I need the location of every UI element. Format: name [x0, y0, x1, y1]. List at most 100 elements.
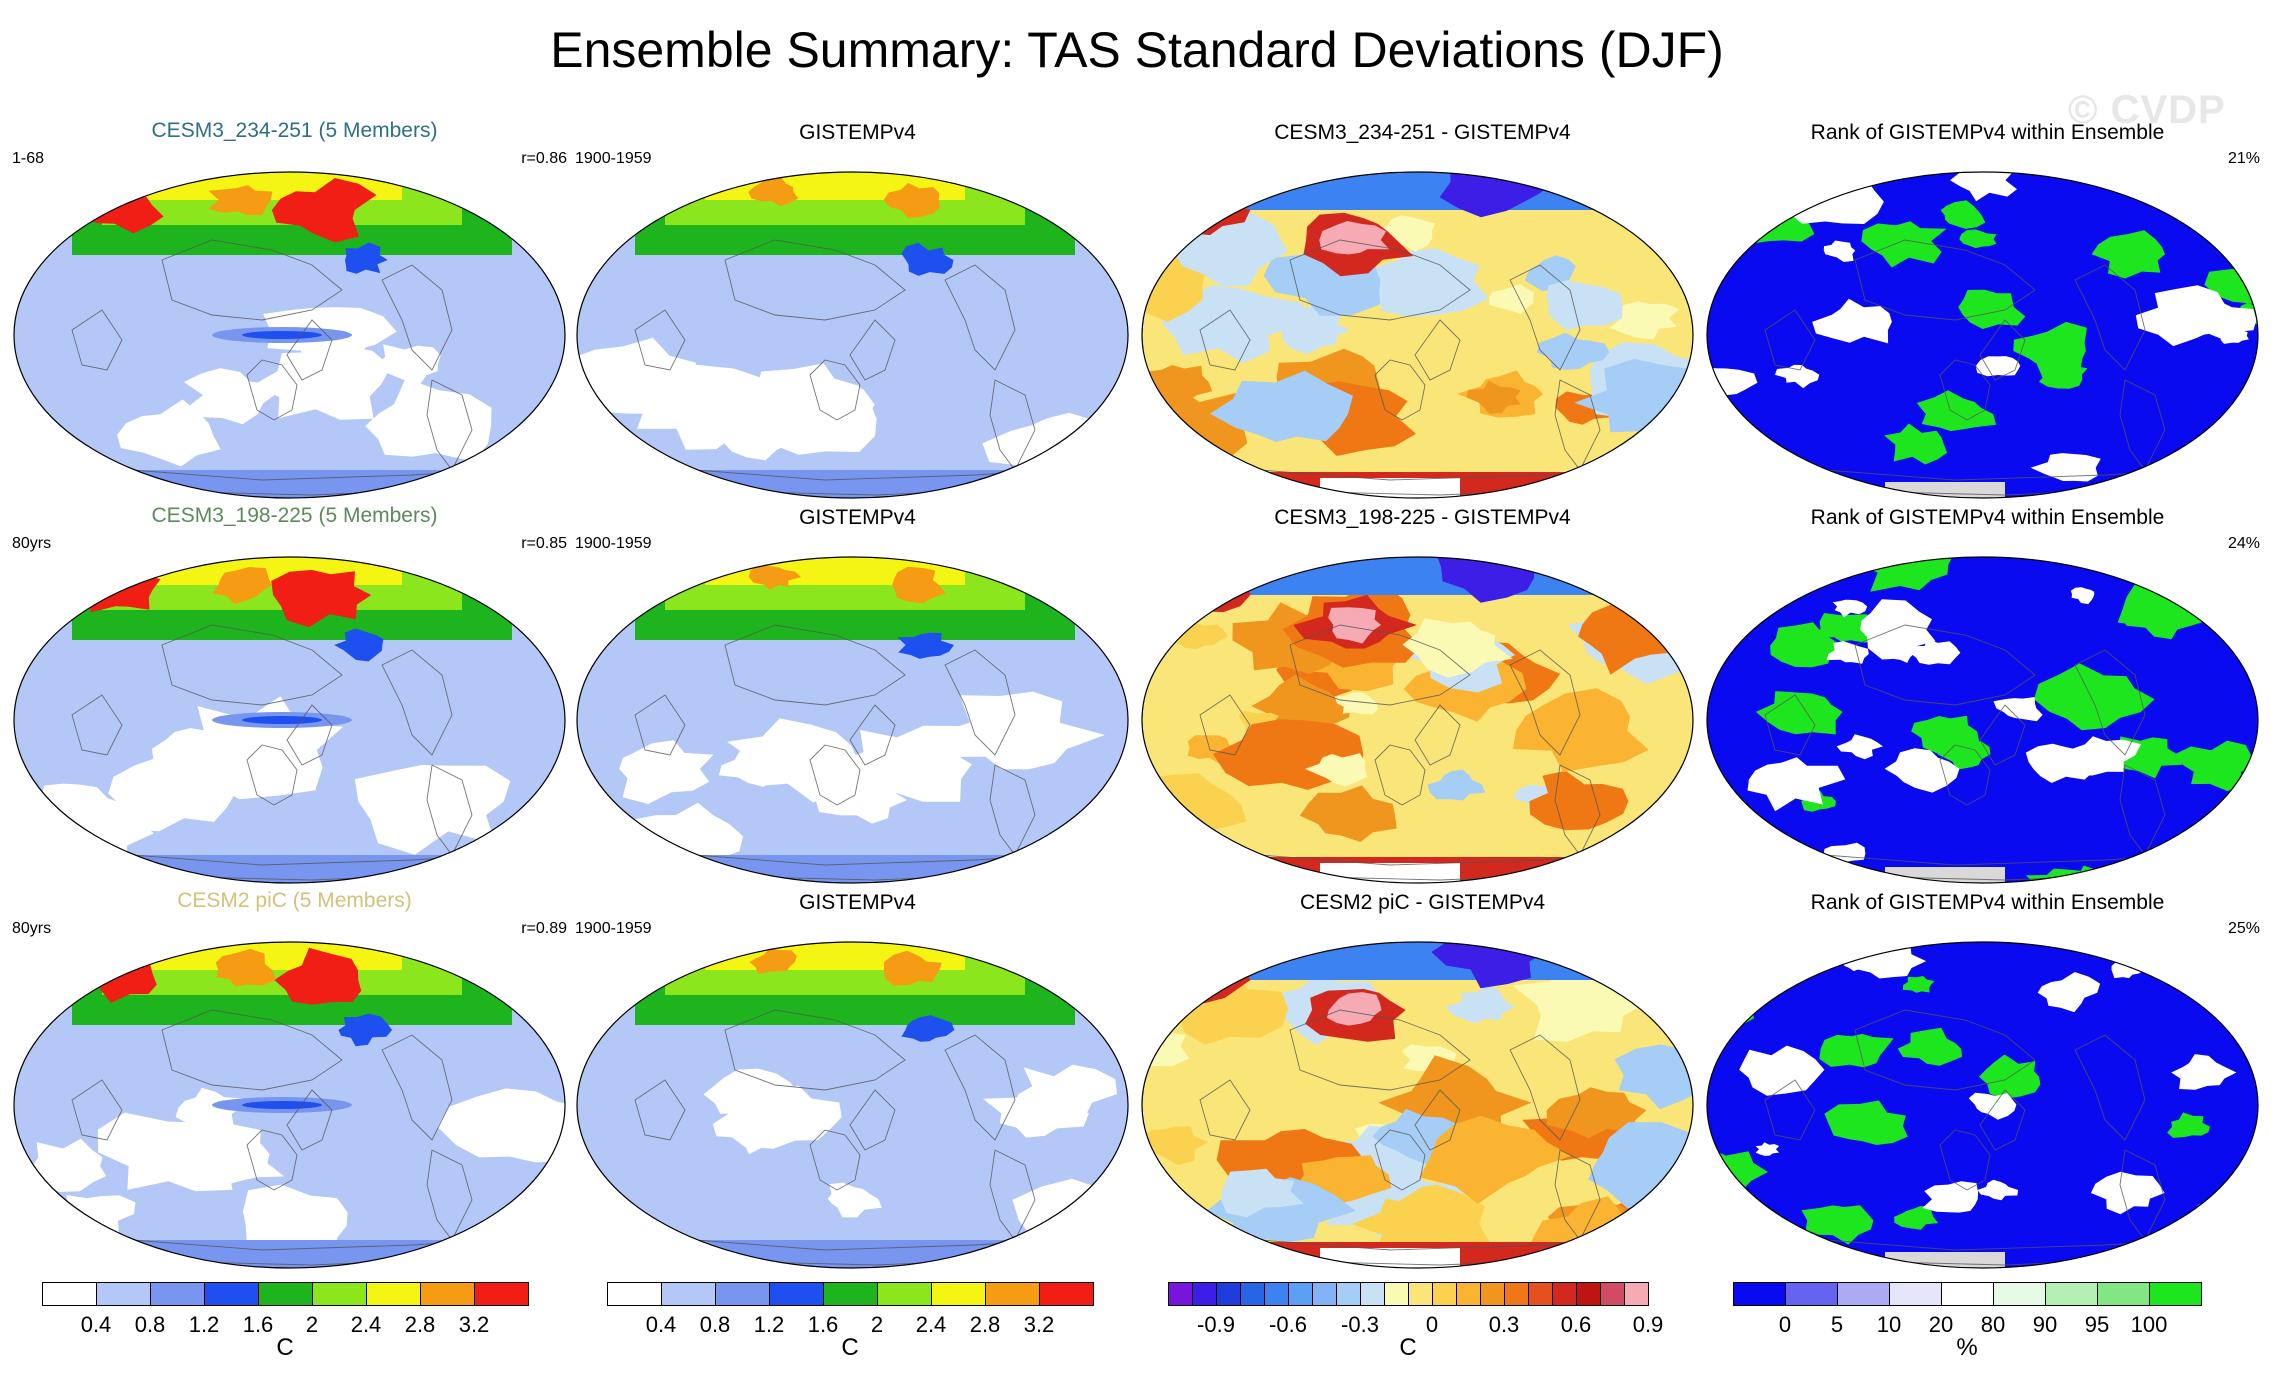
- map-diff: [1141, 171, 1694, 499]
- colorbar-tick-label: 0.4: [645, 1312, 677, 1337]
- panel-title: Rank of GISTEMPv4 within Ensemble: [1810, 121, 2165, 144]
- colorbar-tick-label: 20: [1928, 1312, 1954, 1337]
- colorbar-tick-label: 2.4: [915, 1312, 947, 1337]
- colorbar-tick-label: -0.9: [1197, 1312, 1235, 1337]
- panel-title: CESM2 piC - GISTEMPv4: [1299, 891, 1546, 914]
- map-rank: [1706, 941, 2259, 1269]
- panel-left-label: 80yrs: [12, 535, 52, 552]
- panel-right-label: r=0.86: [521, 150, 567, 167]
- colorbar-swatch: [2149, 1282, 2202, 1306]
- panel-right-label: 25%: [2227, 920, 2260, 937]
- figure-title: Ensemble Summary: TAS Standard Deviation…: [550, 22, 1724, 78]
- colorbar-swatches: [607, 1282, 1094, 1306]
- colorbar-tick-label: 10: [1876, 1312, 1902, 1337]
- colorbar-tick-label: 1.2: [188, 1312, 220, 1337]
- colorbar-swatch: [1336, 1282, 1361, 1306]
- panel-left-label: 1900-1959: [575, 920, 652, 937]
- colorbar-swatch: [420, 1282, 475, 1306]
- map-diff: [1141, 556, 1694, 884]
- colorbar-swatches: [1168, 1282, 1649, 1306]
- colorbar-swatch: [1192, 1282, 1217, 1306]
- panel-rank-row3: Rank of GISTEMPv4 within Ensemble 25%: [1705, 890, 2270, 1269]
- map-obs: [576, 941, 1129, 1269]
- map-rank: [1706, 556, 2259, 884]
- colorbar-swatch: [366, 1282, 421, 1306]
- panel-title: GISTEMPv4: [799, 891, 916, 914]
- map-diff: [1141, 941, 1694, 1269]
- panel-right-label: r=0.85: [521, 535, 567, 552]
- colorbar-swatch: [150, 1282, 205, 1306]
- colorbar-swatch: [1360, 1282, 1385, 1306]
- panel-obs-row3: GISTEMPv4 1900-1959: [575, 890, 1140, 1269]
- colorbar-swatch: [769, 1282, 824, 1306]
- colorbar-tick-label: 0: [1425, 1312, 1439, 1337]
- colorbar-unit: C: [276, 1334, 294, 1361]
- colorbar-tick-label: 0.8: [134, 1312, 166, 1337]
- panel-left-label: 80yrs: [12, 920, 52, 937]
- colorbar-swatch: [1264, 1282, 1289, 1306]
- colorbar-tick-label: 0.3: [1488, 1312, 1520, 1337]
- colorbar-swatch: [1528, 1282, 1553, 1306]
- panel-right-label: 21%: [2227, 150, 2260, 167]
- colorbar-swatch: [2097, 1282, 2150, 1306]
- panel-obs-row1: GISTEMPv4 1900-1959: [575, 120, 1140, 499]
- panel-diff-row1: CESM3_234-251 - GISTEMPv4: [1140, 120, 1705, 499]
- colorbar-swatch: [204, 1282, 259, 1306]
- colorbar-tick-label: 0.6: [1560, 1312, 1592, 1337]
- colorbar-swatch: [1039, 1282, 1094, 1306]
- colorbar-tick-label: -0.6: [1269, 1312, 1307, 1337]
- panel-diff-row3: CESM2 piC - GISTEMPv4: [1140, 890, 1705, 1269]
- colorbar-tick-label: 2.8: [969, 1312, 1001, 1337]
- colorbar-swatch: [1600, 1282, 1625, 1306]
- colorbar-swatch: [1456, 1282, 1481, 1306]
- colorbar-swatch: [1240, 1282, 1265, 1306]
- map-rank: [1706, 171, 2259, 499]
- colorbar-swatch: [1576, 1282, 1601, 1306]
- colorbar-tick-label: 2: [305, 1312, 319, 1337]
- colorbar-tick-label: 0.8: [699, 1312, 731, 1337]
- colorbar-swatch: [715, 1282, 770, 1306]
- colorbar-swatch: [1216, 1282, 1241, 1306]
- colorbar-swatch: [1288, 1282, 1313, 1306]
- panel-right-label: r=0.89: [521, 920, 567, 937]
- colorbar-tick-label: 0.4: [80, 1312, 112, 1337]
- colorbar-tick-label: 95: [2084, 1312, 2110, 1337]
- colorbar-tick-label: 5: [1830, 1312, 1844, 1337]
- panel-left-label: 1900-1959: [575, 535, 652, 552]
- colorbar-swatch: [1785, 1282, 1838, 1306]
- colorbar-tick-label: 0: [1778, 1312, 1792, 1337]
- colorbar-swatch: [607, 1282, 662, 1306]
- panel-model-row3: CESM2 piC (5 Members) 80yrs r=0.89: [12, 889, 577, 1269]
- colorbar-swatches: [1733, 1282, 2202, 1306]
- map-obs: [576, 556, 1129, 884]
- colorbar-swatch: [1504, 1282, 1529, 1306]
- colorbar-swatch: [985, 1282, 1040, 1306]
- panel-right-label: 24%: [2227, 535, 2260, 552]
- panel-rank-row1: Rank of GISTEMPv4 within Ensemble 21%: [1705, 120, 2270, 499]
- colorbar-tick-label: 90: [2032, 1312, 2058, 1337]
- panel-left-label: 1-68: [12, 150, 45, 167]
- colorbar-swatch: [2045, 1282, 2098, 1306]
- colorbar-swatch: [1624, 1282, 1649, 1306]
- colorbar-unit: C: [1399, 1334, 1417, 1361]
- colorbar-tick-label: 3.2: [1023, 1312, 1055, 1337]
- colorbar-swatches: [42, 1282, 529, 1306]
- colorbar-unit: %: [1956, 1334, 1978, 1361]
- panel-rank-row2: Rank of GISTEMPv4 within Ensemble 24%: [1705, 505, 2270, 884]
- panel-title: GISTEMPv4: [799, 506, 916, 529]
- colorbar-swatch: [877, 1282, 932, 1306]
- colorbar-tick-label: 3.2: [458, 1312, 490, 1337]
- colorbar-swatch: [823, 1282, 878, 1306]
- colorbar-swatch: [258, 1282, 313, 1306]
- map-model: [13, 941, 566, 1269]
- panel-left-label: 1900-1959: [575, 150, 652, 167]
- colorbar-tick-label: 1.6: [807, 1312, 839, 1337]
- colorbar-swatch: [1733, 1282, 1786, 1306]
- colorbar-swatch: [1552, 1282, 1577, 1306]
- panel-model-row1: CESM3_234-251 (5 Members) 1-68 r=0.86: [12, 119, 577, 499]
- colorbar-swatch: [661, 1282, 716, 1306]
- colorbar-tick-label: 1.2: [753, 1312, 785, 1337]
- colorbar-swatch: [1168, 1282, 1193, 1306]
- colorbar-tick-label: -0.3: [1341, 1312, 1379, 1337]
- panel-model-row2: CESM3_198-225 (5 Members) 80yrs r=0.85: [12, 504, 577, 884]
